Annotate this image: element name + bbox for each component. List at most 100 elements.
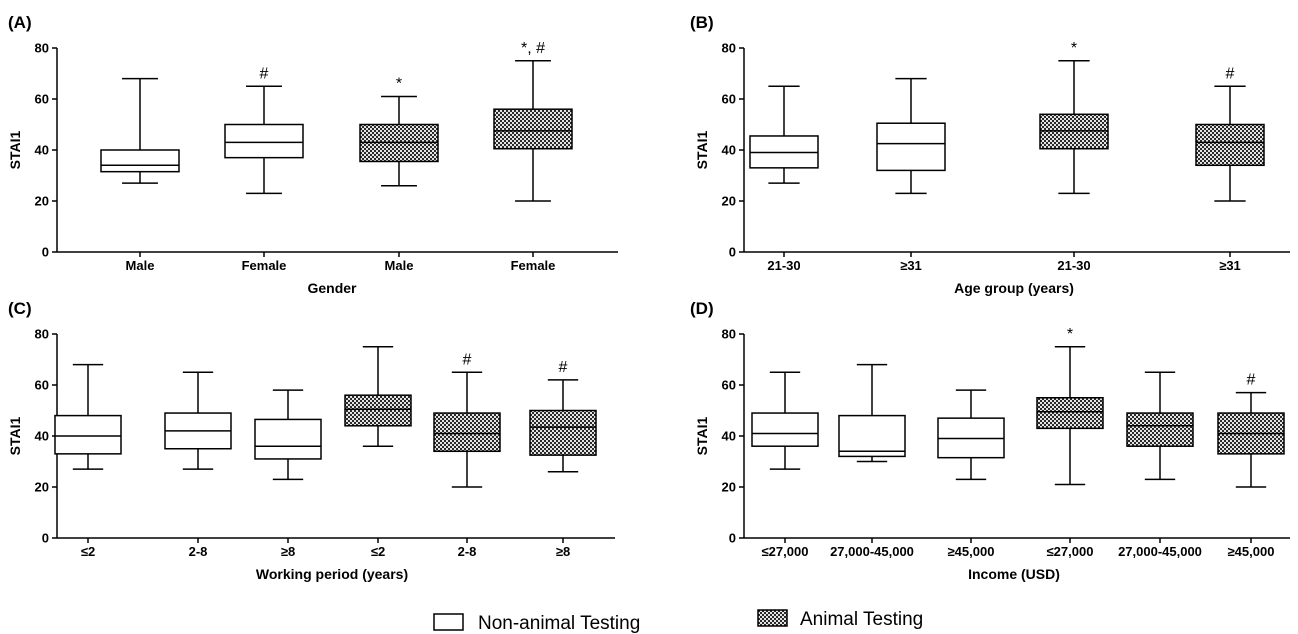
box-iqr [1195, 123, 1265, 167]
x-axis-label: Age group (years) [954, 280, 1074, 296]
y-tick-label: 60 [35, 378, 49, 393]
y-tick-label: 40 [35, 143, 49, 158]
box-1: ≤2 [54, 363, 122, 559]
y-tick-label: 0 [42, 245, 49, 260]
significance-marker: # [463, 351, 472, 368]
y-tick-label: 0 [42, 531, 49, 546]
box-5: 27,000-45,000 [1118, 371, 1202, 559]
panel-label: (B) [690, 13, 714, 32]
panel-2: (B) 0 20 40 60 80 STAI1 21-30 ≥31 21-30 * ≥31 # Age g… [690, 13, 1290, 296]
significance-marker: # [260, 65, 269, 82]
box-1: 21-30 [749, 85, 819, 273]
panel-3: (C) 0 20 40 60 80 STAI1 ≤2 2-8 ≥8 ≤2 2-8 # ≥8 # Working… [7, 299, 615, 582]
panel-4: (D) 0 20 40 60 80 STAI1 ≤27,000 27,000-45,000 ≥45… [690, 299, 1290, 582]
panel-label: (A) [8, 13, 32, 32]
y-tick-label: 80 [722, 41, 736, 56]
box-2: 2-8 [164, 371, 232, 559]
box-3: Male * [359, 75, 439, 273]
significance-marker: # [1226, 65, 1235, 82]
x-tick-label: ≥8 [556, 544, 570, 559]
x-tick-label: 21-30 [1057, 258, 1090, 273]
significance-marker: # [1247, 372, 1256, 389]
y-axis-label: STAI1 [694, 416, 710, 455]
box-4: ≤2 [344, 346, 412, 559]
y-tick-label: 80 [35, 41, 49, 56]
y-tick-label: 0 [729, 245, 736, 260]
y-axis-label: STAI1 [694, 130, 710, 169]
y-axis-label: STAI1 [7, 416, 23, 455]
significance-marker: *, # [521, 40, 545, 57]
x-axis-label: Income (USD) [968, 566, 1060, 582]
x-axis-label: Working period (years) [256, 566, 408, 582]
x-tick-label: 21-30 [767, 258, 800, 273]
x-tick-label: ≤2 [371, 544, 385, 559]
box-iqr [344, 394, 412, 427]
box-2: ≥31 [876, 77, 946, 273]
x-tick-label: ≤27,000 [1047, 544, 1094, 559]
x-tick-label: 27,000-45,000 [1118, 544, 1202, 559]
box-iqr [1036, 397, 1104, 430]
box-6: ≥45,000 # [1217, 372, 1285, 559]
x-tick-label: ≤27,000 [762, 544, 809, 559]
box-2: 27,000-45,000 [830, 363, 914, 559]
significance-marker: * [396, 75, 402, 92]
box-iqr [54, 414, 122, 455]
significance-marker: * [1067, 326, 1073, 343]
x-tick-label: Male [126, 258, 155, 273]
y-tick-label: 60 [35, 92, 49, 107]
x-tick-label: Male [385, 258, 414, 273]
x-tick-label: 2-8 [458, 544, 477, 559]
y-tick-label: 0 [729, 531, 736, 546]
x-axis-label: Gender [307, 280, 357, 296]
x-tick-label: ≤2 [81, 544, 95, 559]
significance-marker: # [559, 359, 568, 376]
y-tick-label: 20 [35, 194, 49, 209]
legend: Non-animal Testing Animal Testing [433, 609, 923, 634]
box-iqr [1126, 412, 1194, 447]
y-tick-label: 80 [35, 327, 49, 342]
y-tick-label: 60 [722, 378, 736, 393]
y-tick-label: 40 [35, 429, 49, 444]
box-iqr [100, 149, 180, 173]
box-iqr [493, 108, 573, 150]
x-tick-label: Female [242, 258, 287, 273]
legend-label-animal: Animal Testing [800, 609, 923, 630]
box-1: Male [100, 77, 180, 273]
box-3: ≥8 [254, 389, 322, 559]
x-tick-label: ≥31 [1219, 258, 1241, 273]
x-tick-label: ≥8 [281, 544, 295, 559]
x-tick-label: ≥45,000 [948, 544, 995, 559]
x-tick-label: 2-8 [189, 544, 208, 559]
box-6: ≥8 # [529, 359, 597, 559]
box-iqr [751, 412, 819, 447]
legend-swatch-animal [757, 609, 788, 627]
y-tick-label: 60 [722, 92, 736, 107]
box-iqr [876, 122, 946, 172]
box-iqr [838, 414, 906, 458]
box-3: ≥45,000 [937, 389, 1005, 559]
box-4: ≥31 # [1195, 65, 1265, 273]
box-4: ≤27,000 * [1036, 326, 1104, 559]
x-tick-label: ≥45,000 [1228, 544, 1275, 559]
panel-1: (A) 0 20 40 60 80 STAI1 Male Female # Male * Female *… [7, 13, 618, 296]
legend-label-non-animal: Non-animal Testing [478, 613, 640, 634]
panel-label: (D) [690, 299, 714, 318]
y-tick-label: 20 [722, 480, 736, 495]
y-tick-label: 80 [722, 327, 736, 342]
box-iqr [529, 409, 597, 456]
box-2: Female # [224, 65, 304, 273]
y-tick-label: 40 [722, 429, 736, 444]
y-axis-label: STAI1 [7, 130, 23, 169]
y-tick-label: 20 [722, 194, 736, 209]
box-5: 2-8 # [433, 351, 501, 559]
box-iqr [433, 412, 501, 453]
x-tick-label: Female [511, 258, 556, 273]
legend-swatch-non-animal [433, 613, 464, 631]
x-tick-label: 27,000-45,000 [830, 544, 914, 559]
x-tick-label: ≥31 [900, 258, 922, 273]
y-tick-label: 20 [35, 480, 49, 495]
box-iqr [224, 123, 304, 159]
box-4: Female *, # [493, 40, 573, 273]
panel-label: (C) [8, 299, 32, 318]
